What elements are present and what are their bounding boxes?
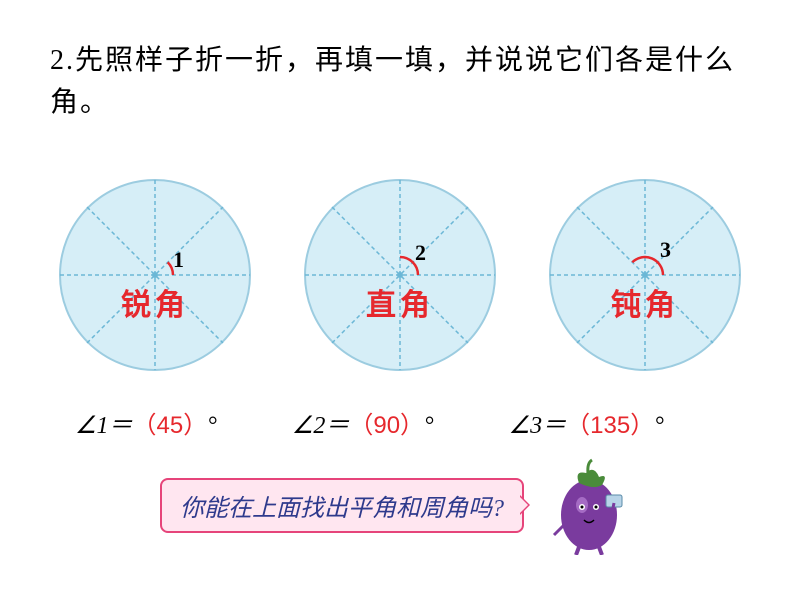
equation-3: ∠3＝（135）° (509, 405, 664, 440)
angle-type-2: 直角 (366, 289, 434, 322)
eq-unit-3: ° (654, 413, 664, 439)
circle-diagram-2: 2 直角 (300, 175, 500, 375)
equation-1: ∠1＝（45）° (75, 405, 217, 440)
circle-3: 3 钝角 (545, 175, 745, 375)
eq-label-1: ∠1＝ (75, 413, 133, 439)
paren-close-2: ） (400, 413, 424, 439)
eq-label-2: ∠2＝ (292, 413, 350, 439)
equations-row: ∠1＝（45）° ∠2＝（90）° ∠3＝（135）° (75, 405, 664, 440)
circles-row: 1 锐角 2 直角 (55, 175, 745, 375)
eq-answer-3: 135 (590, 412, 630, 439)
question-text: 2.先照样子折一折，再填一填，并说说它们各是什么角。 (50, 40, 750, 124)
circle-diagram-3: 3 钝角 (545, 175, 745, 375)
angle-type-3: 钝角 (611, 289, 679, 322)
equation-2: ∠2＝（90）° (292, 405, 434, 440)
paren-close-1: ） (183, 413, 207, 439)
paren-open-2: （ (349, 413, 373, 439)
eq-answer-1: 45 (157, 412, 184, 439)
angle-number-2: 2 (415, 240, 426, 265)
angle-number-3: 3 (660, 237, 671, 262)
circle-diagram-1: 1 锐角 (55, 175, 255, 375)
speech-area: 你能在上面找出平角和周角吗? (160, 455, 634, 555)
paren-close-3: ） (630, 413, 654, 439)
circle-1: 1 锐角 (55, 175, 255, 375)
eq-answer-2: 90 (373, 412, 400, 439)
paren-open-1: （ (133, 413, 157, 439)
eq-label-3: ∠3＝ (509, 413, 567, 439)
eq-unit-2: ° (424, 413, 434, 439)
paren-open-3: （ (566, 413, 590, 439)
angle-number-1: 1 (173, 247, 184, 272)
angle-type-1: 锐角 (121, 289, 189, 322)
circle-2: 2 直角 (300, 175, 500, 375)
speech-bubble: 你能在上面找出平角和周角吗? (160, 478, 524, 533)
eq-unit-1: ° (207, 413, 217, 439)
eggplant-mascot-icon (544, 455, 634, 555)
